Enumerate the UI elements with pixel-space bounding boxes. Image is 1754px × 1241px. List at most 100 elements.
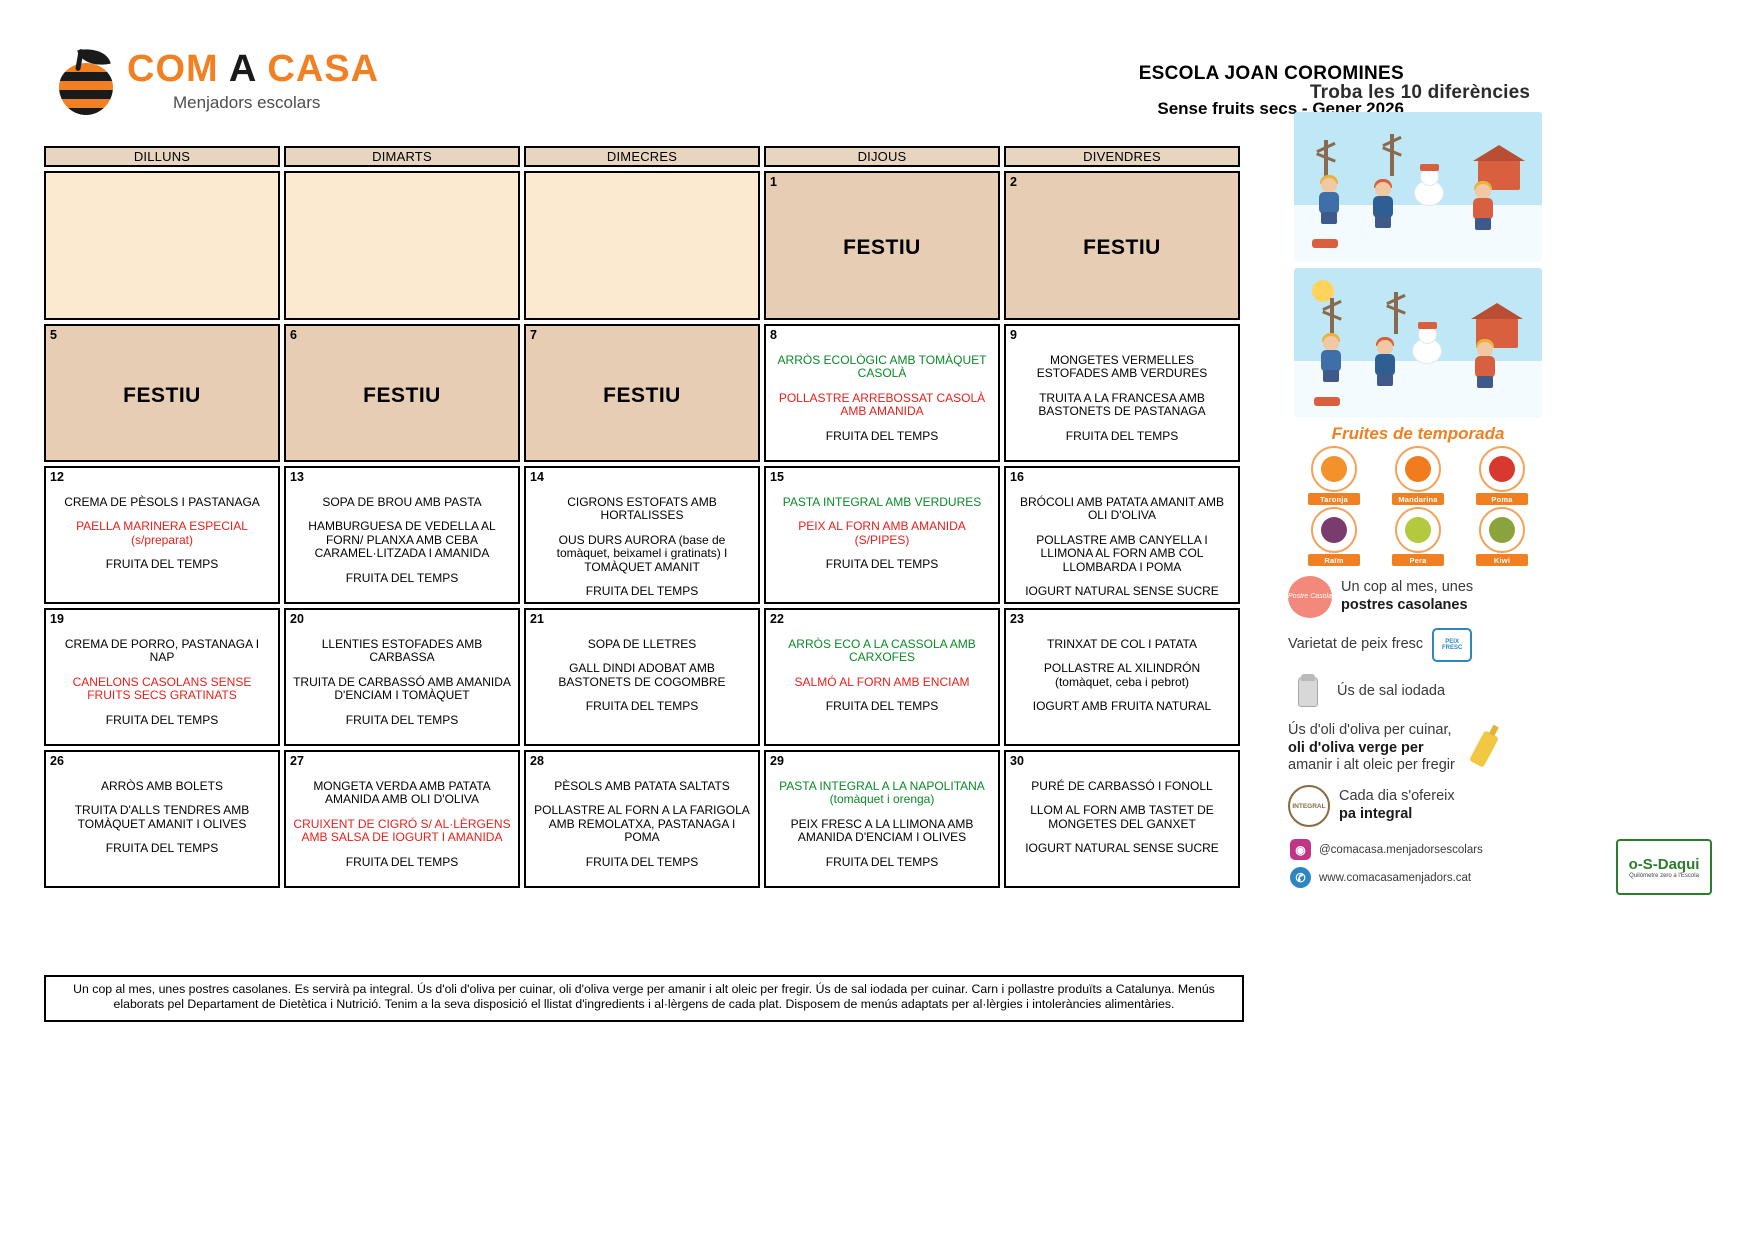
calendar-day-empty bbox=[284, 171, 520, 320]
info-note-text: Varietat de peix fresc bbox=[1288, 636, 1423, 654]
fruit-icon bbox=[1479, 446, 1525, 492]
fruit-item-taronja: Taronja bbox=[1294, 446, 1374, 505]
menu-calendar: DILLUNS DIMARTS DIMECRES DIJOUS DIVENDRES 1 F… bbox=[44, 146, 1244, 892]
calendar-day-holiday-5: 5 FESTIU bbox=[44, 324, 280, 462]
dish-item: FRUITA DEL TEMPS bbox=[585, 583, 699, 598]
seasonal-fruits-grid: Taronja Mandarina Poma Raïm Pera Kiwi bbox=[1294, 446, 1542, 566]
fruit-label: Pera bbox=[1392, 554, 1444, 566]
calendar-week-row: 26 ARRÒS AMB BOLETS TRUITA D'ALLS TENDRES … bbox=[44, 750, 1244, 888]
calendar-day-21: 21 SOPA DE LLETRES GALL DINDI ADOBAT AMB B… bbox=[524, 608, 760, 746]
dish-list: SOPA DE BROU AMB PASTA HAMBURGUESA DE VED… bbox=[290, 495, 514, 585]
calendar-day-9: 9 MONGETES VERMELLES ESTOFADES AMB VERDUR… bbox=[1004, 324, 1240, 462]
km-zero-title: o-S-Daqui bbox=[1628, 855, 1700, 873]
calendar-week-row: 5 FESTIU 6 FESTIU 7 FESTIU 8 ARRÒS ECOLÒGIC AMB… bbox=[44, 324, 1244, 462]
fruit-icon bbox=[1395, 507, 1441, 553]
dish-item: GALL DINDI ADOBAT AMB BASTONETS DE COGOM… bbox=[558, 661, 726, 689]
day-number: 9 bbox=[1010, 328, 1017, 342]
holiday-label: FESTIU bbox=[1083, 236, 1161, 260]
calendar-day-holiday-6: 6 FESTIU bbox=[284, 324, 520, 462]
weekday-header-row: DILLUNS DIMARTS DIMECRES DIJOUS DIVENDRES bbox=[44, 146, 1244, 167]
dish-list: PASTA INTEGRAL A LA NAPOLITANA (tomàquet … bbox=[770, 779, 994, 869]
calendar-day-26: 26 ARRÒS AMB BOLETS TRUITA D'ALLS TENDRES … bbox=[44, 750, 280, 888]
dish-item: LLOM AL FORN AMB TASTET DE MONGETES DEL … bbox=[1030, 803, 1214, 831]
social-links: ◉ @comacasa.menjadorsescolars ✆ www.comacas… bbox=[1290, 839, 1730, 889]
info-note-line: Ús d'oli d'oliva per cuinar, bbox=[1288, 722, 1452, 738]
day-number: 8 bbox=[770, 328, 777, 342]
fruit-icon bbox=[1311, 446, 1357, 492]
spot-the-difference-image-bottom bbox=[1294, 268, 1542, 418]
dish-subtext: (tomàquet, ceba i pebrot) bbox=[1054, 674, 1190, 689]
holiday-label: FESTIU bbox=[363, 383, 441, 407]
day-number: 23 bbox=[1010, 612, 1024, 626]
dish-item: IOGURT NATURAL SENSE SUCRE bbox=[1025, 841, 1219, 856]
day-number: 19 bbox=[50, 612, 64, 626]
brand-tagline: Menjadors escolars bbox=[173, 92, 321, 112]
dish-item: FRUITA DEL TEMPS bbox=[585, 699, 699, 714]
puzzle-title: Troba les 10 diferències bbox=[1309, 82, 1531, 103]
dish-item: FRUITA DEL TEMPS bbox=[345, 854, 459, 869]
dish-item: MONGETES VERMELLES ESTOFADES AMB VERDURE… bbox=[1036, 352, 1208, 381]
social-row[interactable]: ✆ www.comacasamenjadors.cat bbox=[1290, 867, 1730, 889]
day-number: 21 bbox=[530, 612, 544, 626]
info-note: Ús d'oli d'oliva per cuinar, oli d'oliva … bbox=[1288, 722, 1578, 775]
dish-item: CREMA DE PÈSOLS I PASTANAGA bbox=[64, 494, 260, 509]
school-name: ESCOLA JOAN COROMINES bbox=[1138, 63, 1404, 84]
weekday-header-divendres: DIVENDRES bbox=[1004, 146, 1240, 167]
fruit-icon bbox=[1395, 446, 1441, 492]
info-note-text: Un cop al mes, unes postres casolanes bbox=[1341, 579, 1473, 614]
salt-shaker-icon-shape bbox=[1298, 674, 1318, 707]
calendar-week-row: 12 CREMA DE PÈSOLS I PASTANAGA PAELLA MARI… bbox=[44, 466, 1244, 604]
dish-item: SOPA DE LLETRES bbox=[587, 636, 697, 651]
info-note-line: Ús de sal iodada bbox=[1337, 683, 1446, 700]
calendar-day-15: 15 PASTA INTEGRAL AMB VERDURES PEIX AL FOR… bbox=[764, 466, 1000, 604]
dish-item: ARRÒS AMB BOLETS bbox=[100, 778, 224, 793]
holiday-label: FESTIU bbox=[843, 236, 921, 260]
info-note-line: postres casolanes bbox=[1341, 597, 1468, 613]
calendar-day-14: 14 CIGRONS ESTOFATS AMB HORTALISSES OUS DU… bbox=[524, 466, 760, 604]
fruit-item-kiwi: Kiwi bbox=[1462, 507, 1542, 566]
dish-list: MONGETES VERMELLES ESTOFADES AMB VERDURE… bbox=[1010, 352, 1234, 443]
weekday-header-dimarts: DIMARTS bbox=[284, 146, 520, 167]
dish-item: OUS DURS AURORA (base de tomàquet, beixa… bbox=[556, 532, 728, 574]
day-number: 2 bbox=[1010, 175, 1017, 189]
dish-item: CIGRONS ESTOFATS AMB HORTALISSES bbox=[567, 494, 717, 523]
day-number: 28 bbox=[530, 754, 544, 768]
fruit-label: Mandarina bbox=[1392, 493, 1444, 505]
calendar-day-30: 30 PURÉ DE CARBASSÓ I FONOLL LLOM AL FORN … bbox=[1004, 750, 1240, 888]
calendar-week-row: 19 CREMA DE PORRO, PASTANAGA I NAP CANELON… bbox=[44, 608, 1244, 746]
dish-item: FRUITA DEL TEMPS bbox=[585, 854, 699, 869]
social-handle: @comacasa.menjadorsescolars bbox=[1319, 843, 1483, 856]
dish-item: FRUITA DEL TEMPS bbox=[825, 428, 939, 443]
calendar-day-29: 29 PASTA INTEGRAL A LA NAPOLITANA (tomàque… bbox=[764, 750, 1000, 888]
dish-list: MONGETA VERDA AMB PATATA AMANIDA AMB OLI… bbox=[290, 779, 514, 869]
weekday-header-dimecres: DIMECRES bbox=[524, 146, 760, 167]
fruit-label: Taronja bbox=[1308, 493, 1360, 505]
dish-item: BRÓCOLI AMB PATATA AMANIT AMB OLI D'OLIV… bbox=[1019, 494, 1225, 523]
dish-item: CREMA DE PORRO, PASTANAGA I NAP bbox=[64, 636, 260, 665]
brand-name-part1: COM bbox=[127, 47, 219, 90]
dish-item: FRUITA DEL TEMPS bbox=[345, 712, 459, 727]
info-note-line: Un cop al mes, unes bbox=[1341, 579, 1474, 596]
fruit-icon bbox=[1311, 507, 1357, 553]
dish-list: PASTA INTEGRAL AMB VERDURES PEIX AL FORN … bbox=[770, 495, 994, 572]
dish-item: FRUITA DEL TEMPS bbox=[825, 557, 939, 572]
info-note-text: Ús de sal iodada bbox=[1337, 683, 1445, 701]
calendar-day-16: 16 BRÓCOLI AMB PATATA AMANIT AMB OLI D'OL… bbox=[1004, 466, 1240, 604]
dish-subtext: (tomàquet i orenga) bbox=[829, 792, 935, 807]
spot-the-difference-image-top bbox=[1294, 112, 1542, 262]
wheat-integral-badge: INTEGRAL bbox=[1288, 785, 1330, 828]
brand-logo: COM A CASA Menjadors escolars bbox=[55, 44, 379, 115]
salt-shaker-icon bbox=[1288, 672, 1328, 712]
instagram-icon[interactable]: ◉ bbox=[1290, 839, 1311, 861]
calendar-day-20: 20 LLENTIES ESTOFADES AMB CARBASSA TRUITA … bbox=[284, 608, 520, 746]
dish-list: SOPA DE LLETRES GALL DINDI ADOBAT AMB BAS… bbox=[530, 636, 754, 714]
dish-item: TRUITA A LA FRANCESA AMB BASTONETS DE PA… bbox=[1038, 390, 1206, 419]
website-icon[interactable]: ✆ bbox=[1290, 867, 1311, 889]
dish-item: FRUITA DEL TEMPS bbox=[105, 712, 219, 727]
dish-item: PEIX FRESC A LA LLIMONA AMB AMANIDA D'EN… bbox=[790, 816, 974, 845]
calendar-day-27: 27 MONGETA VERDA AMB PATATA AMANIDA AMB O… bbox=[284, 750, 520, 888]
social-row[interactable]: ◉ @comacasa.menjadorsescolars bbox=[1290, 839, 1730, 861]
olive-oil-icon bbox=[1464, 729, 1504, 769]
dish-item: TRINXAT DE COL I PATATA bbox=[1046, 636, 1198, 651]
info-note-line: oli d'oliva verge per bbox=[1288, 739, 1424, 756]
